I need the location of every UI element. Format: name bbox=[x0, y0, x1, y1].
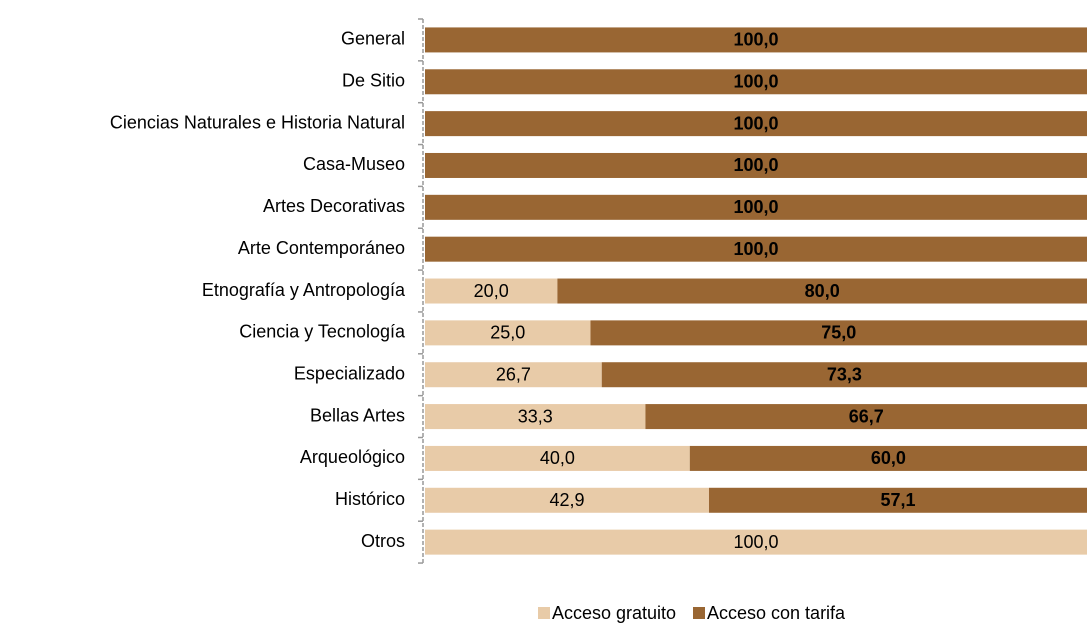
y-tick-label: Histórico bbox=[335, 489, 405, 509]
bar-segment bbox=[425, 27, 1087, 53]
data-label: 100,0 bbox=[733, 239, 778, 259]
bar-segment bbox=[601, 362, 1087, 388]
y-tick-label: Arqueológico bbox=[300, 447, 405, 467]
legend-label: Acceso con tarifa bbox=[707, 603, 846, 623]
y-tick-label: Bellas Artes bbox=[310, 405, 405, 425]
legend-swatch bbox=[538, 607, 550, 619]
data-label: 73,3 bbox=[827, 364, 862, 384]
y-tick-label: Especializado bbox=[294, 363, 405, 383]
bar-segment bbox=[425, 194, 1087, 220]
bar-segment bbox=[590, 320, 1087, 346]
data-label: 80,0 bbox=[805, 281, 840, 301]
bar-segment bbox=[425, 69, 1087, 95]
bar-segment bbox=[425, 404, 646, 430]
legend-swatch bbox=[693, 607, 705, 619]
data-label: 100,0 bbox=[733, 113, 778, 133]
bar-segment bbox=[425, 111, 1087, 137]
y-tick-label: Casa-Museo bbox=[303, 154, 405, 174]
data-label: 33,3 bbox=[518, 406, 553, 426]
y-tick-label: De Sitio bbox=[342, 71, 405, 91]
legend-label: Acceso gratuito bbox=[552, 603, 676, 623]
bar-segment bbox=[557, 278, 1087, 304]
bar-segment bbox=[425, 362, 602, 388]
data-label: 66,7 bbox=[849, 406, 884, 426]
y-tick-label: Artes Decorativas bbox=[263, 196, 405, 216]
data-label: 25,0 bbox=[490, 323, 525, 343]
y-tick-label: General bbox=[341, 29, 405, 49]
data-label: 100,0 bbox=[733, 30, 778, 50]
bar-segment bbox=[645, 404, 1087, 430]
y-tick-label: Arte Contemporáneo bbox=[238, 238, 405, 258]
bar-segment bbox=[425, 278, 558, 304]
bar-segment bbox=[425, 445, 690, 471]
bar-segment bbox=[425, 320, 591, 346]
data-label: 42,9 bbox=[549, 490, 584, 510]
data-label: 26,7 bbox=[496, 364, 531, 384]
data-label: 100,0 bbox=[733, 155, 778, 175]
bar-segment bbox=[689, 445, 1087, 471]
data-label: 57,1 bbox=[880, 490, 915, 510]
bar-segment bbox=[425, 236, 1087, 262]
bar-segment bbox=[425, 152, 1087, 178]
data-label: 60,0 bbox=[871, 448, 906, 468]
data-label: 100,0 bbox=[733, 532, 778, 552]
bar-segment bbox=[425, 487, 709, 513]
y-tick-label: Otros bbox=[361, 531, 405, 551]
bar-segment bbox=[708, 487, 1087, 513]
data-label: 75,0 bbox=[821, 323, 856, 343]
y-tick-label: Ciencias Naturales e Historia Natural bbox=[110, 112, 405, 132]
bar-segment bbox=[425, 529, 1087, 555]
data-label: 40,0 bbox=[540, 448, 575, 468]
data-label: 20,0 bbox=[474, 281, 509, 301]
y-tick-label: Etnografía y Antropología bbox=[202, 280, 406, 300]
data-label: 100,0 bbox=[733, 197, 778, 217]
data-label: 100,0 bbox=[733, 72, 778, 92]
y-tick-label: Ciencia y Tecnología bbox=[239, 322, 406, 342]
